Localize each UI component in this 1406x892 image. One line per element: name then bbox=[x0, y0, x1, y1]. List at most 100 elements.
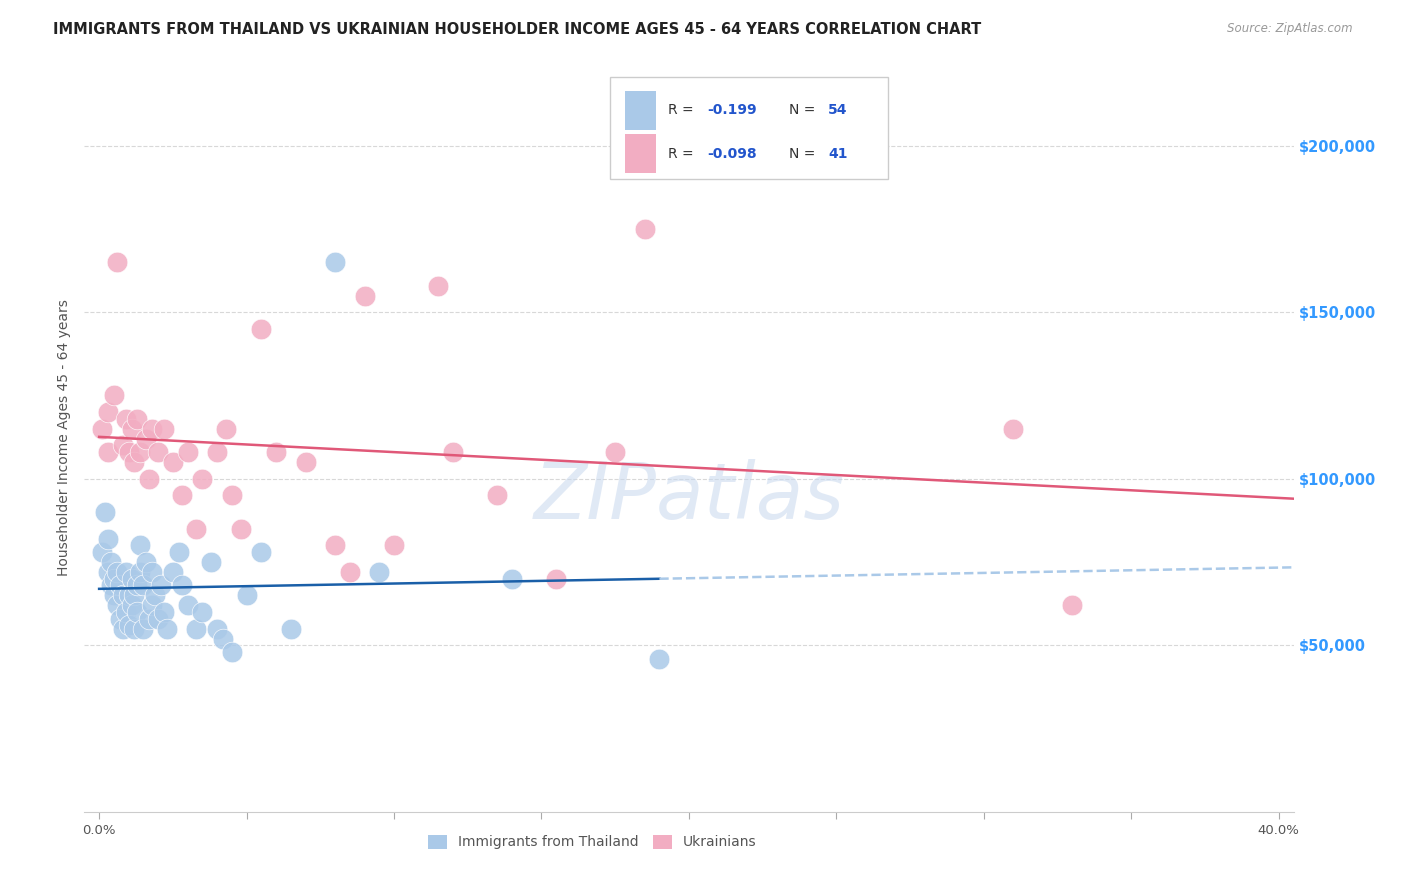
Point bbox=[186, 522, 208, 536]
Text: 41: 41 bbox=[828, 147, 848, 161]
Text: Source: ZipAtlas.com: Source: ZipAtlas.com bbox=[1227, 22, 1353, 36]
Point bbox=[191, 605, 214, 619]
Point bbox=[229, 522, 252, 536]
Point bbox=[94, 505, 117, 519]
Point bbox=[132, 622, 155, 636]
Point bbox=[353, 288, 375, 302]
Point bbox=[153, 422, 176, 436]
Point bbox=[441, 445, 464, 459]
Point bbox=[138, 611, 160, 625]
Point bbox=[250, 545, 273, 559]
Point bbox=[114, 411, 136, 425]
Point bbox=[117, 445, 139, 459]
Point bbox=[634, 222, 657, 236]
Point bbox=[129, 445, 152, 459]
Point bbox=[100, 555, 122, 569]
Point bbox=[108, 578, 131, 592]
Point bbox=[121, 599, 143, 613]
Text: R =: R = bbox=[668, 103, 699, 118]
Point bbox=[141, 422, 163, 436]
Point bbox=[167, 545, 190, 559]
Point bbox=[294, 455, 316, 469]
Point bbox=[103, 572, 125, 586]
Point bbox=[1062, 599, 1084, 613]
Text: R =: R = bbox=[668, 147, 699, 161]
Point bbox=[143, 588, 166, 602]
Text: -0.199: -0.199 bbox=[707, 103, 756, 118]
Point bbox=[486, 488, 509, 502]
Point bbox=[205, 445, 228, 459]
Text: N =: N = bbox=[789, 103, 820, 118]
FancyBboxPatch shape bbox=[624, 135, 657, 173]
Point bbox=[111, 588, 134, 602]
Point bbox=[105, 599, 128, 613]
Point bbox=[146, 611, 169, 625]
Point bbox=[427, 278, 450, 293]
Point bbox=[141, 599, 163, 613]
Point bbox=[141, 565, 163, 579]
Point bbox=[215, 422, 238, 436]
FancyBboxPatch shape bbox=[624, 91, 657, 130]
Point bbox=[103, 588, 125, 602]
Point bbox=[156, 622, 179, 636]
Point bbox=[323, 255, 346, 269]
Point bbox=[264, 445, 287, 459]
Point bbox=[97, 532, 120, 546]
Point bbox=[212, 632, 235, 646]
Point bbox=[176, 599, 198, 613]
Point bbox=[191, 472, 214, 486]
Text: ZIPatlas: ZIPatlas bbox=[533, 459, 845, 535]
Point bbox=[170, 578, 193, 592]
Point bbox=[221, 488, 243, 502]
Y-axis label: Householder Income Ages 45 - 64 years: Householder Income Ages 45 - 64 years bbox=[58, 299, 72, 575]
Point bbox=[127, 411, 149, 425]
Point bbox=[129, 538, 152, 552]
Text: -0.098: -0.098 bbox=[707, 147, 756, 161]
Point bbox=[546, 572, 568, 586]
Point bbox=[153, 605, 176, 619]
Point bbox=[200, 555, 222, 569]
FancyBboxPatch shape bbox=[610, 78, 889, 178]
Point bbox=[501, 572, 523, 586]
Point bbox=[382, 538, 405, 552]
Point bbox=[280, 622, 302, 636]
Point bbox=[127, 605, 149, 619]
Point bbox=[97, 565, 120, 579]
Point bbox=[111, 622, 134, 636]
Point bbox=[114, 605, 136, 619]
Point bbox=[91, 422, 114, 436]
Point bbox=[129, 565, 152, 579]
Point bbox=[1002, 422, 1025, 436]
Point bbox=[146, 445, 169, 459]
Point bbox=[323, 538, 346, 552]
Point bbox=[121, 572, 143, 586]
Point bbox=[170, 488, 193, 502]
Point bbox=[127, 578, 149, 592]
Point bbox=[339, 565, 361, 579]
Point bbox=[250, 322, 273, 336]
Point bbox=[162, 455, 184, 469]
Point bbox=[108, 611, 131, 625]
Point bbox=[100, 578, 122, 592]
Point bbox=[205, 622, 228, 636]
Point bbox=[186, 622, 208, 636]
Point bbox=[135, 555, 157, 569]
Point bbox=[135, 432, 157, 446]
Point bbox=[117, 618, 139, 632]
Text: IMMIGRANTS FROM THAILAND VS UKRAINIAN HOUSEHOLDER INCOME AGES 45 - 64 YEARS CORR: IMMIGRANTS FROM THAILAND VS UKRAINIAN HO… bbox=[53, 22, 981, 37]
Text: N =: N = bbox=[789, 147, 820, 161]
Point bbox=[117, 588, 139, 602]
Text: 54: 54 bbox=[828, 103, 848, 118]
Point bbox=[97, 445, 120, 459]
Point bbox=[605, 445, 627, 459]
Point bbox=[221, 645, 243, 659]
Point bbox=[124, 622, 146, 636]
Point bbox=[91, 545, 114, 559]
Point bbox=[121, 422, 143, 436]
Point bbox=[368, 565, 391, 579]
Point bbox=[162, 565, 184, 579]
Point bbox=[235, 588, 257, 602]
Point bbox=[176, 445, 198, 459]
Point bbox=[150, 578, 173, 592]
Point bbox=[124, 455, 146, 469]
